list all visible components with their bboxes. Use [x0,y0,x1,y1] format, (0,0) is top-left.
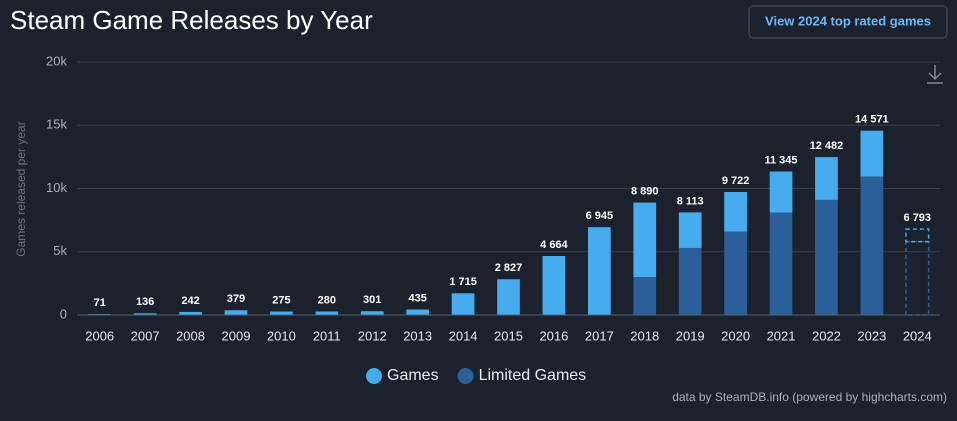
x-tick-label: 2024 [903,328,932,343]
x-tick-label: 2016 [539,328,568,343]
y-axis-label: Games released per year [14,121,28,256]
bar-segment [406,309,430,315]
x-tick-label: 2015 [494,328,523,343]
x-tick-label: 2013 [403,328,432,343]
bar-segment [179,311,202,315]
y-tick-label: 15k [46,117,67,132]
x-tick-label: 2011 [313,328,341,343]
bar-segment [678,247,702,315]
bar-segment [451,293,475,315]
total-label: 275 [272,294,290,306]
bar-segment [542,256,566,315]
bar-segment [497,279,520,315]
x-tick-label: 2020 [721,328,750,343]
y-tick-label: 5k [53,243,67,258]
legend-swatch [457,368,474,384]
total-label: 1 715 [449,276,477,288]
total-label: 379 [227,293,245,305]
bar-segment [133,313,157,315]
bar-segment [315,311,339,315]
credits: data by SteamDB.info (powered by highcha… [672,390,947,404]
total-label: 6 945 [586,210,614,222]
x-tick-label: 2014 [449,328,478,343]
bar-segment [224,310,248,315]
bar-segment [633,277,657,315]
total-label: 14 571 [855,114,889,126]
bar-segment [905,228,930,243]
bar-segment [860,176,884,315]
x-tick-label: 2017 [585,328,614,343]
y-tick-label: 20k [46,53,67,68]
x-tick-label: 2008 [176,328,205,343]
bar-segment [724,231,747,315]
x-tick-label: 2023 [857,328,886,343]
total-label: 9 722 [722,175,750,187]
total-label: 71 [94,297,106,309]
total-label: 6 793 [904,212,932,224]
total-label: 8 890 [631,185,659,197]
legend-label: Limited Games [479,367,587,384]
x-tick-label: 2019 [676,328,705,343]
total-label: 12 482 [810,140,844,152]
total-label: 136 [136,296,154,308]
y-tick-label: 10k [46,180,67,195]
total-label: 242 [181,295,199,307]
x-tick-label: 2010 [267,328,296,343]
top-rated-button[interactable]: View 2024 top rated games [748,5,948,39]
x-tick-label: 2006 [85,328,114,343]
bar-segment [270,311,293,315]
total-label: 11 345 [765,154,798,166]
bar-segment [678,212,702,248]
x-tick-label: 2021 [767,328,796,343]
x-tick-label: 2009 [222,328,251,343]
bar-segment [815,199,838,315]
legend-swatch [366,368,382,384]
bar-segment [633,202,657,278]
y-tick-label: 0 [60,306,67,321]
bar-segment [360,311,384,315]
download-glyph[interactable] [927,65,943,84]
download-icon[interactable] [927,65,943,84]
bar-segment [724,192,747,232]
total-label: 4 664 [540,239,568,251]
total-label: 280 [318,294,336,306]
x-tick-label: 2022 [812,328,841,343]
bar-segment [769,212,793,315]
x-tick-label: 2018 [630,328,659,343]
total-label: 8 113 [677,195,704,207]
total-label: 2 827 [495,262,523,274]
legend-label: Games [387,367,439,384]
total-label: 301 [363,294,381,306]
bar-segment [860,130,884,177]
total-label: 435 [408,292,426,304]
x-tick-label: 2007 [131,328,160,343]
bar-segment [815,157,838,200]
bar-segment [769,171,793,213]
button-text[interactable]: View 2024 top rated games [765,13,931,28]
button-frame[interactable] [748,5,948,39]
chart-title: Steam Game Releases by Year [10,5,373,35]
x-tick-label: 2012 [358,328,387,343]
bar-segment [587,227,611,315]
